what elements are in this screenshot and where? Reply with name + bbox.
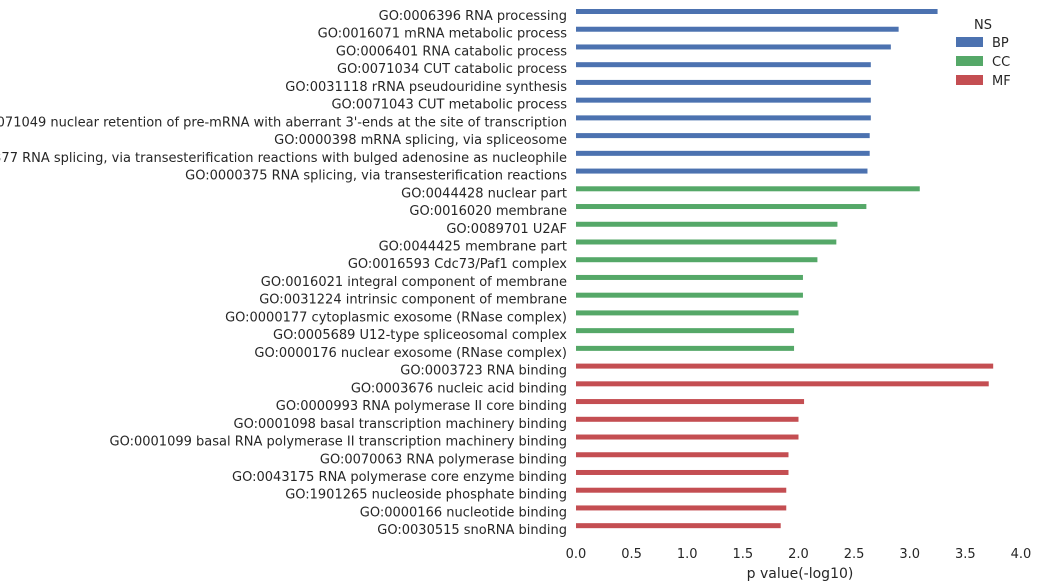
bar-bp bbox=[576, 62, 871, 68]
category-label: GO:0071043 CUT metabolic process bbox=[331, 98, 567, 113]
bar-bp bbox=[576, 150, 870, 156]
legend-entries: BP CC MF bbox=[956, 36, 1011, 89]
bar-bp bbox=[576, 26, 899, 32]
x-tick-label: 3.0 bbox=[899, 547, 920, 562]
category-label: GO:0006401 RNA catabolic process bbox=[336, 44, 567, 59]
x-tick-label: 0.0 bbox=[566, 547, 587, 562]
category-label: GO:0016021 integral component of membran… bbox=[261, 275, 567, 290]
bar-cc bbox=[576, 345, 795, 351]
bar-bp bbox=[576, 9, 938, 14]
x-tick-label: 0.5 bbox=[621, 547, 642, 562]
x-tick-label: 1.0 bbox=[677, 547, 698, 562]
category-label: GO:0043175 RNA polymerase core enzyme bi… bbox=[232, 470, 567, 485]
x-tick-label: 4.0 bbox=[1011, 547, 1032, 562]
bar-cc bbox=[576, 186, 920, 192]
legend-label-bp: BP bbox=[992, 36, 1009, 51]
bar-cc bbox=[576, 328, 795, 334]
category-label: GO:0030515 snoRNA binding bbox=[377, 523, 567, 538]
bar-mf bbox=[576, 381, 989, 387]
category-label: GO:0001098 basal transcription machinery… bbox=[234, 417, 568, 432]
category-label: GO:0044425 membrane part bbox=[379, 239, 567, 254]
bar-cc bbox=[576, 310, 799, 316]
category-label: GO:0000176 nuclear exosome (RNase comple… bbox=[254, 346, 567, 361]
legend: NS BP CC MF bbox=[956, 18, 1011, 89]
bar-cc bbox=[576, 274, 803, 280]
category-label: GO:1901265 nucleoside phosphate binding bbox=[285, 488, 567, 503]
bar-bp bbox=[576, 97, 871, 103]
bar-bp bbox=[576, 79, 871, 85]
category-label: GO:0003676 nucleic acid binding bbox=[351, 381, 567, 396]
category-label: GO:0000166 nucleotide binding bbox=[360, 505, 567, 520]
legend-title: NS bbox=[974, 18, 992, 33]
x-tick-labels: 0.0 0.5 1.0 1.5 2.0 2.5 3.0 3.5 4.0 bbox=[566, 547, 1032, 562]
category-labels: GO:0006396 RNA processing GO:0016071 mRNA… bbox=[0, 9, 567, 538]
category-label: GO:0000993 RNA polymerase II core bindin… bbox=[276, 399, 567, 414]
x-tick-label: 3.5 bbox=[955, 547, 976, 562]
category-label: GO:0001099 basal RNA polymerase II trans… bbox=[110, 435, 567, 450]
category-label: GO:0031118 rRNA pseudouridine synthesis bbox=[285, 80, 567, 95]
category-label: GO:0006396 RNA processing bbox=[379, 9, 567, 24]
category-label: GO:0000377 RNA splicing, via transesteri… bbox=[0, 151, 567, 166]
x-axis: 0.0 0.5 1.0 1.5 2.0 2.5 3.0 3.5 4.0 p value(-log… bbox=[566, 547, 1032, 582]
category-label: GO:0000177 cytoplasmic exosome (RNase co… bbox=[225, 310, 567, 325]
category-label: GO:0071049 nuclear retention of pre-mRNA… bbox=[0, 115, 567, 130]
category-label: GO:0089701 U2AF bbox=[446, 222, 567, 237]
category-label: GO:0031224 intrinsic component of membra… bbox=[259, 293, 567, 308]
bars bbox=[576, 9, 994, 529]
bar-bp bbox=[576, 44, 891, 50]
bar-mf bbox=[576, 416, 799, 422]
category-label: GO:0016593 Cdc73/Paf1 complex bbox=[348, 257, 567, 272]
bar-mf bbox=[576, 363, 994, 369]
x-tick-label: 2.5 bbox=[844, 547, 865, 562]
bar-mf bbox=[576, 487, 787, 493]
x-tick-label: 1.5 bbox=[733, 547, 754, 562]
bar-mf bbox=[576, 399, 805, 405]
bar-bp bbox=[576, 115, 871, 121]
category-label: GO:0016071 mRNA metabolic process bbox=[318, 27, 568, 42]
bar-mf bbox=[576, 434, 799, 440]
legend-label-cc: CC bbox=[992, 55, 1010, 70]
bar-cc bbox=[576, 204, 867, 210]
bar-cc bbox=[576, 257, 818, 263]
bar-mf bbox=[576, 523, 781, 529]
legend-swatch-mf bbox=[956, 75, 983, 85]
category-label: GO:0044428 nuclear part bbox=[401, 186, 567, 201]
category-label: GO:0071034 CUT catabolic process bbox=[337, 62, 567, 77]
x-axis-label: p value(-log10) bbox=[747, 566, 854, 582]
bar-bp bbox=[576, 168, 868, 174]
bar-bp bbox=[576, 133, 870, 139]
bar-mf bbox=[576, 469, 789, 475]
bar-cc bbox=[576, 221, 838, 227]
legend-swatch-cc bbox=[956, 56, 983, 66]
category-label: GO:0003723 RNA binding bbox=[400, 364, 567, 379]
category-label: GO:0000375 RNA splicing, via transesteri… bbox=[185, 169, 567, 184]
legend-label-mf: MF bbox=[992, 74, 1011, 89]
bar-cc bbox=[576, 292, 803, 298]
bar-mf bbox=[576, 505, 787, 511]
category-label: GO:0005689 U12-type spliceosomal complex bbox=[273, 328, 567, 343]
legend-swatch-bp bbox=[956, 37, 983, 47]
category-label: GO:0070063 RNA polymerase binding bbox=[320, 452, 567, 467]
bar-mf bbox=[576, 452, 789, 458]
category-label: GO:0016020 membrane bbox=[409, 204, 567, 219]
x-tick-label: 2.0 bbox=[788, 547, 809, 562]
category-label: GO:0000398 mRNA splicing, via spliceosom… bbox=[274, 133, 567, 148]
bar-cc bbox=[576, 239, 837, 245]
